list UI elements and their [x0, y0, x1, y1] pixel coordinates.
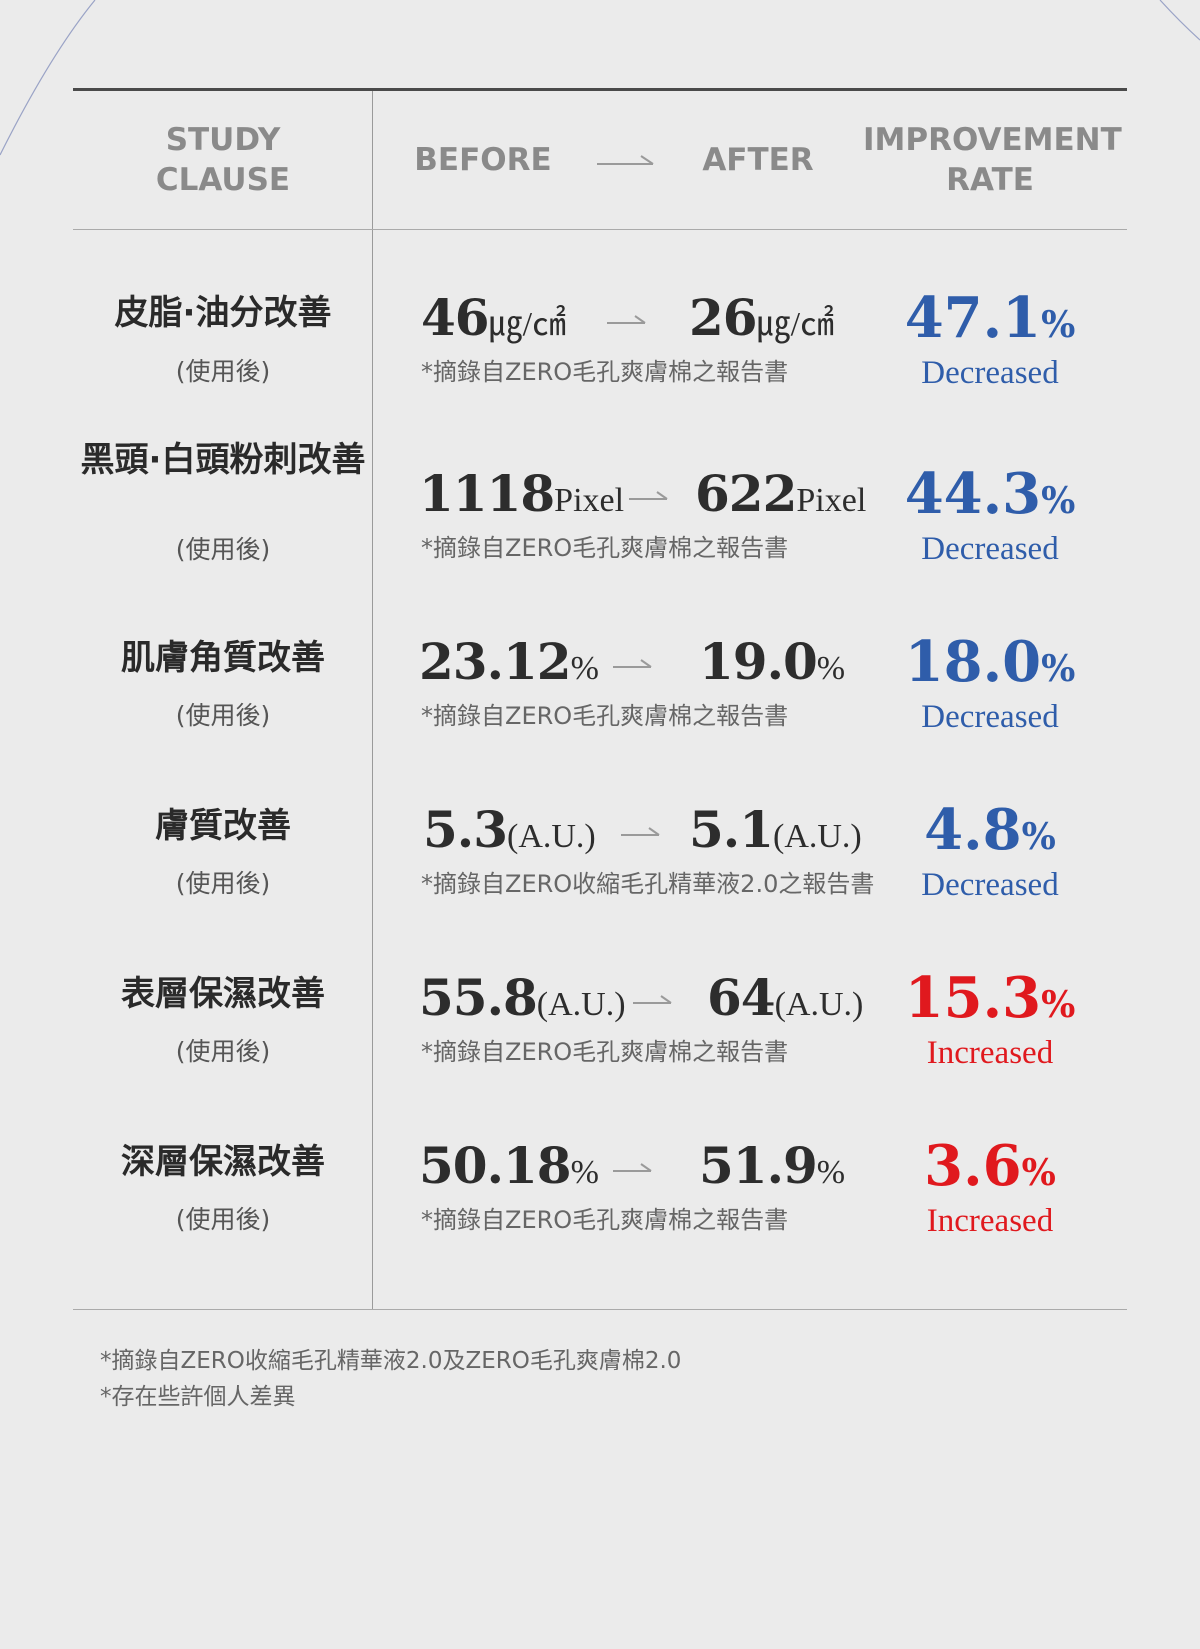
- before-value: 50.18%: [419, 1136, 599, 1195]
- after-unit: Pixel: [796, 482, 867, 519]
- clause-name: 皮脂·油分改善: [114, 293, 332, 333]
- before-unit: ㎍/㎠: [488, 306, 567, 343]
- source-note: *摘錄自ZERO毛孔爽膚棉之報告書: [421, 1206, 789, 1234]
- after-value: 51.9%: [699, 1136, 846, 1195]
- clause-note: (使用後): [175, 535, 271, 564]
- improvement-rate: 18.0%: [904, 629, 1076, 695]
- rate-direction: Decreased: [921, 355, 1059, 391]
- bottom-rule: [73, 1309, 1127, 1310]
- before-value: 55.8(A.U.): [419, 968, 626, 1027]
- after-unit: (A.U.): [773, 818, 862, 855]
- after-value: 64(A.U.): [707, 968, 864, 1027]
- top-rule: [73, 88, 1127, 91]
- improvement-rate: 4.8%: [924, 797, 1056, 863]
- after-unit: %: [816, 1154, 846, 1191]
- header-after: AFTER: [702, 142, 814, 178]
- decorative-curves: [0, 0, 1200, 156]
- after-unit: ㎍/㎠: [756, 306, 835, 343]
- after-value: 622Pixel: [695, 464, 867, 523]
- arrow-icon: [629, 491, 668, 500]
- arrow-icon: [607, 315, 646, 324]
- source-note: *摘錄自ZERO毛孔爽膚棉之報告書: [421, 1038, 789, 1066]
- before-value: 46㎍/㎠: [421, 288, 567, 347]
- source-note: *摘錄自ZERO毛孔爽膚棉之報告書: [421, 358, 789, 386]
- clause-name: 黑頭·白頭粉刺改善: [80, 440, 366, 480]
- arrow-icon: [621, 827, 660, 836]
- clause-name: 膚質改善: [155, 806, 291, 846]
- rate-direction: Increased: [926, 1035, 1054, 1071]
- header-study-clause: STUDY CLAUSE: [155, 122, 291, 198]
- after-value: 5.1(A.U.): [689, 800, 862, 859]
- source-note: *摘錄自ZERO毛孔爽膚棉之報告書: [421, 702, 789, 730]
- rate-direction: Decreased: [921, 867, 1059, 903]
- clause-note: (使用後): [175, 869, 271, 898]
- clause-note: (使用後): [175, 1205, 271, 1234]
- improvement-rate: 47.1%: [904, 285, 1076, 351]
- footnote: *存在些許個人差異: [100, 1384, 296, 1410]
- clause-name: 表層保濕改善: [121, 974, 325, 1014]
- after-value: 19.0%: [699, 632, 846, 691]
- clause-note: (使用後): [175, 1037, 271, 1066]
- clause-name: 深層保濕改善: [121, 1142, 325, 1182]
- after-unit: %: [816, 650, 846, 687]
- before-value: 5.3(A.U.): [423, 800, 596, 859]
- footnote: *摘錄自ZERO收縮毛孔精華液2.0及ZERO毛孔爽膚棉2.0: [100, 1348, 682, 1374]
- arrow-icon: [633, 995, 672, 1004]
- column-divider: [372, 91, 373, 1309]
- before-unit: %: [570, 650, 599, 687]
- after-value: 26㎍/㎠: [689, 288, 835, 347]
- before-unit: Pixel: [554, 482, 625, 519]
- improvement-rate: 3.6%: [924, 1133, 1056, 1199]
- comparison-table: STUDY CLAUSE BEFORE AFTER IMPROVEMENT RA…: [73, 88, 1127, 1310]
- before-unit: (A.U.): [507, 818, 596, 855]
- after-unit: (A.U.): [774, 986, 864, 1023]
- clause-name: 肌膚角質改善: [121, 638, 325, 678]
- before-unit: (A.U.): [536, 986, 626, 1023]
- rate-direction: Increased: [926, 1203, 1054, 1239]
- improvement-rate: 15.3%: [904, 965, 1076, 1031]
- header-before: BEFORE: [414, 142, 552, 178]
- header-improvement-rate: IMPROVEMENT RATE: [863, 122, 1122, 198]
- source-note: *摘錄自ZERO收縮毛孔精華液2.0之報告書: [421, 870, 875, 898]
- arrow-icon: [613, 1163, 652, 1172]
- header-arrow-icon: [597, 155, 654, 165]
- clause-note: (使用後): [175, 701, 271, 730]
- header-rule: [73, 229, 1127, 230]
- arrow-icon: [613, 659, 652, 668]
- before-unit: %: [570, 1154, 599, 1191]
- rate-direction: Decreased: [921, 531, 1059, 567]
- rate-direction: Decreased: [921, 699, 1059, 735]
- improvement-rate: 44.3%: [904, 461, 1076, 527]
- clause-note: (使用後): [175, 357, 271, 386]
- source-note: *摘錄自ZERO毛孔爽膚棉之報告書: [421, 534, 789, 562]
- before-value: 1118Pixel: [419, 464, 625, 523]
- before-value: 23.12%: [419, 632, 599, 691]
